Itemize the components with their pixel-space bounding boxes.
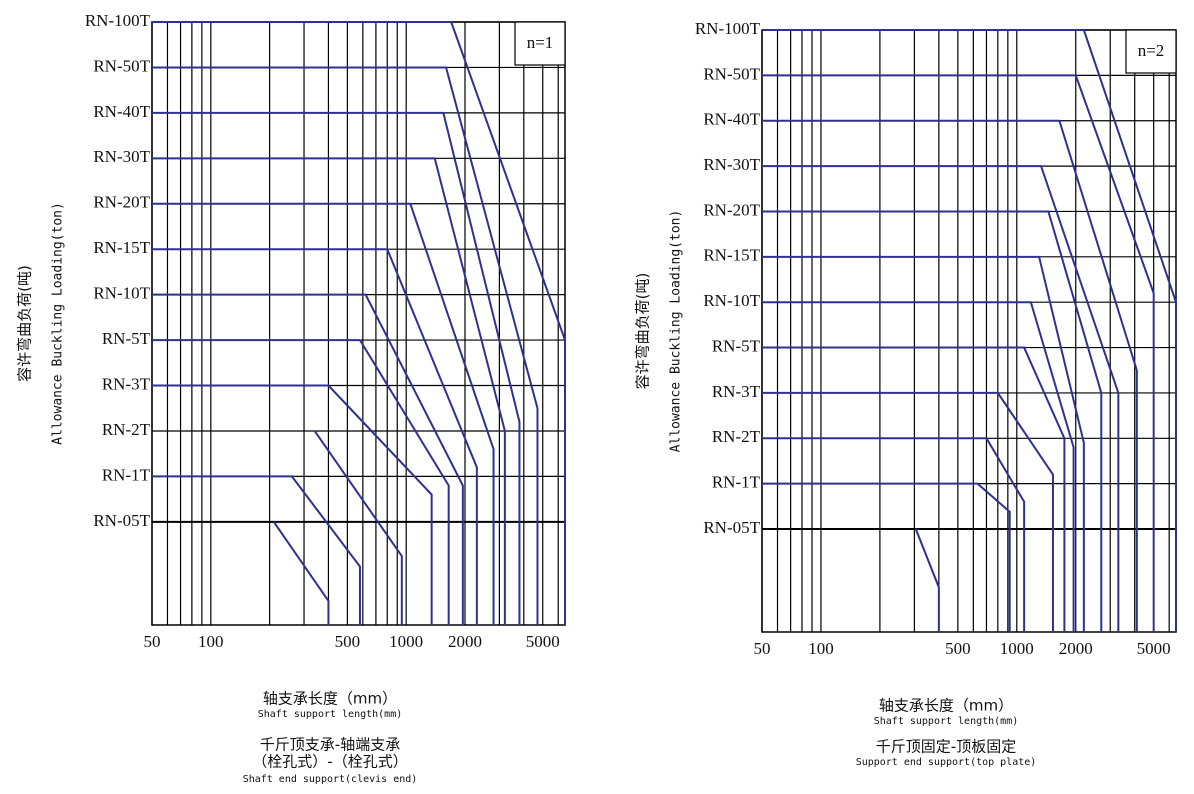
x-tick-label: 5000 <box>1137 639 1171 658</box>
y-tick-label: RN-100T <box>85 11 151 30</box>
y-tick-label: RN-40T <box>93 102 150 121</box>
load-curve <box>762 119 1138 632</box>
y-axis-label: Allowance Buckling Loading(ton) <box>51 202 66 445</box>
x-tick-label: 1000 <box>1000 639 1034 658</box>
load-curve <box>762 437 1026 632</box>
annotation: n=2 <box>1138 41 1165 60</box>
y-tick-label: RN-20T <box>93 193 150 212</box>
caption: Support end support(top plate) <box>856 757 1037 768</box>
caption: （栓孔式）-（栓孔式） <box>252 753 407 771</box>
load-curve <box>272 521 330 625</box>
load-curve <box>152 111 521 625</box>
y-tick-label: RN-3T <box>712 382 761 401</box>
load-curve <box>762 346 1066 632</box>
x-tick-label: 100 <box>808 639 834 658</box>
y-tick-label: RN-5T <box>102 329 151 348</box>
x-tick-label: 500 <box>335 632 361 651</box>
x-axis-label: Shaft support length(mm) <box>258 709 403 720</box>
load-curve <box>152 293 464 625</box>
annotation-box <box>1125 29 1177 74</box>
y-tick-label: RN-1T <box>102 465 151 484</box>
annotation-box <box>514 21 566 66</box>
y-tick-label: RN-1T <box>712 473 761 492</box>
x-tick-label: 500 <box>945 639 971 658</box>
y-tick-label: RN-2T <box>712 427 761 446</box>
caption: 千斤顶支承-轴端支承 <box>260 736 400 754</box>
x-axis-label: Shaft support length(mm) <box>874 716 1019 727</box>
y-tick-label: RN-30T <box>93 147 150 166</box>
y-tick-label: RN-40T <box>703 110 760 129</box>
load-curve <box>762 255 1085 632</box>
y-tick-label: RN-50T <box>93 56 150 75</box>
x-tick-label: 5000 <box>526 632 560 651</box>
load-curve <box>762 482 1011 632</box>
y-tick-label: RN-100T <box>695 19 761 38</box>
load-curve <box>152 248 478 625</box>
load-curve <box>762 74 1155 632</box>
y-tick-label: RN-10T <box>703 291 760 310</box>
y-tick-label: RN-2T <box>102 420 151 439</box>
load-curve <box>762 165 1120 632</box>
y-tick-label: RN-15T <box>703 246 760 265</box>
y-tick-label: RN-50T <box>703 64 760 83</box>
load-curve <box>762 210 1103 632</box>
load-curve <box>914 528 940 632</box>
load-curve <box>762 391 1054 632</box>
y-axis-label: Allowance Buckling Loading(ton) <box>669 210 684 453</box>
x-tick-label: 2000 <box>1059 639 1093 658</box>
load-curve <box>152 339 450 625</box>
y-tick-label: RN-10T <box>93 284 150 303</box>
annotation: n=1 <box>527 33 554 52</box>
y-tick-label: RN-15T <box>93 238 150 257</box>
y-axis-label: 容许弯曲负荷(吨) <box>16 265 34 382</box>
load-curve <box>152 66 539 625</box>
y-tick-label: RN-05T <box>93 511 150 530</box>
x-tick-label: 50 <box>754 639 771 658</box>
load-curve <box>152 157 506 625</box>
y-tick-label: RN-5T <box>712 336 761 355</box>
y-tick-label: RN-3T <box>102 374 151 393</box>
y-tick-label: RN-20T <box>703 200 760 219</box>
x-tick-label: 100 <box>198 632 224 651</box>
load-curve <box>762 301 1075 632</box>
load-curve <box>152 475 361 625</box>
caption: 千斤顶固定-顶板固定 <box>876 738 1016 756</box>
x-axis-label: 轴支承长度（mm） <box>263 690 397 708</box>
y-axis-label: 容许弯曲负荷(吨) <box>634 273 652 390</box>
load-curve <box>152 202 495 625</box>
y-tick-label: RN-05T <box>703 518 760 537</box>
x-tick-label: 1000 <box>389 632 423 651</box>
y-tick-label: RN-30T <box>703 155 760 174</box>
load-curve <box>313 430 403 625</box>
load-curve <box>762 29 1177 632</box>
load-curve <box>152 21 566 625</box>
caption: Shaft end support(clevis end) <box>243 774 418 785</box>
x-tick-label: 50 <box>144 632 161 651</box>
load-curve <box>152 384 433 625</box>
x-axis-label: 轴支承长度（mm） <box>879 697 1013 715</box>
x-tick-label: 2000 <box>448 632 482 651</box>
